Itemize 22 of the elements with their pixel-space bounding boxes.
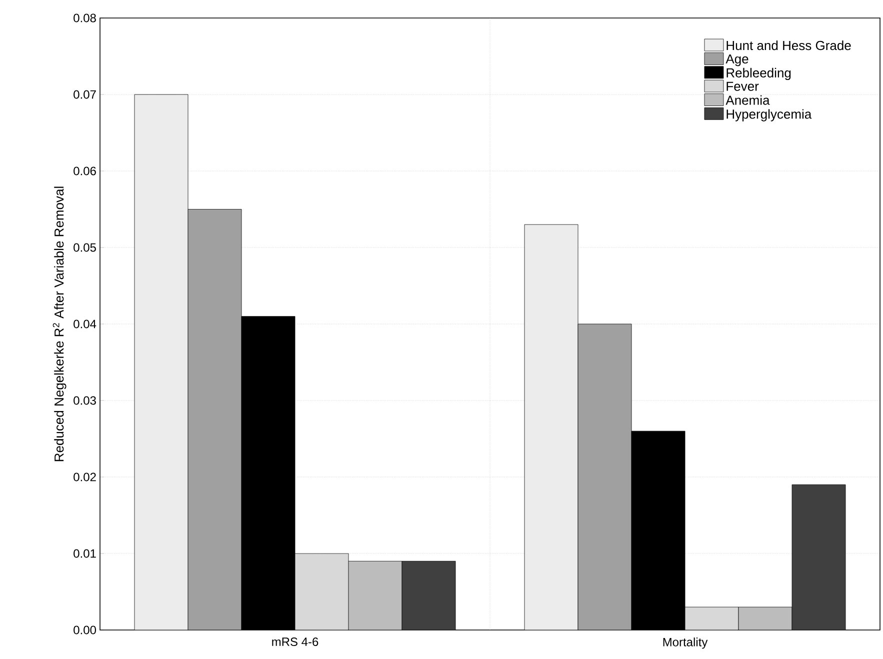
legend-label: Hyperglycemia [726,109,812,122]
y-tick-label: 0.06 [74,166,96,176]
y-tick-label: 0.01 [74,549,96,558]
bar [134,94,188,630]
legend-label: Age [726,54,748,66]
y-tick-label: 0.04 [74,320,96,328]
y-tick-label: 0.08 [74,14,96,22]
y-axis-title: Reduced Negelkerke R$^{2}$ After Variable Removal [52,186,66,462]
legend-label: Rebleeding [726,68,791,80]
bar [738,606,792,630]
legend-label: Anemia [726,95,770,105]
x-tick-label: Mortality [663,638,708,649]
legend-label: Hunt and Hess Grade [726,40,851,50]
bar [524,224,578,630]
y-tick-label: 0.07 [74,90,96,99]
legend-label: Fever [726,82,759,91]
y-tick-label: 0.00 [74,626,96,634]
y-tick-label: 0.05 [74,243,96,252]
x-tick-label: mRS 4-6 [272,638,318,646]
y-tick-label: 0.03 [74,396,96,405]
bar [348,560,402,630]
y-tick-label: 0.02 [74,472,96,482]
